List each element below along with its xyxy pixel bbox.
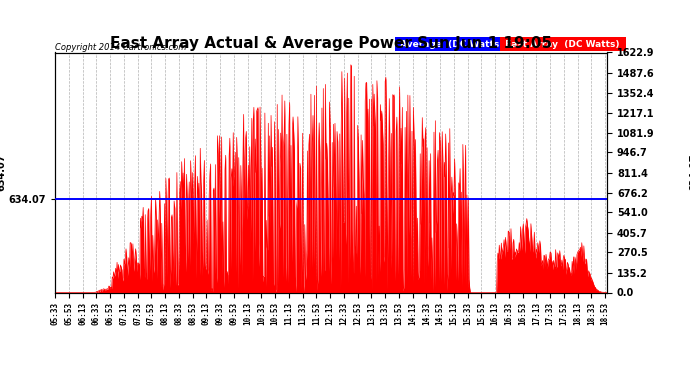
Text: Copyright 2014 Cartronics.com: Copyright 2014 Cartronics.com <box>55 43 186 52</box>
Title: East Array Actual & Average Power Sun Jun 1 19:05: East Array Actual & Average Power Sun Ju… <box>110 36 552 51</box>
Y-axis label: 634.07: 634.07 <box>689 154 690 191</box>
Y-axis label: 634.07: 634.07 <box>0 154 6 191</box>
Text: Average  (DC Watts): Average (DC Watts) <box>397 40 507 49</box>
Text: East Array  (DC Watts): East Array (DC Watts) <box>502 40 623 49</box>
